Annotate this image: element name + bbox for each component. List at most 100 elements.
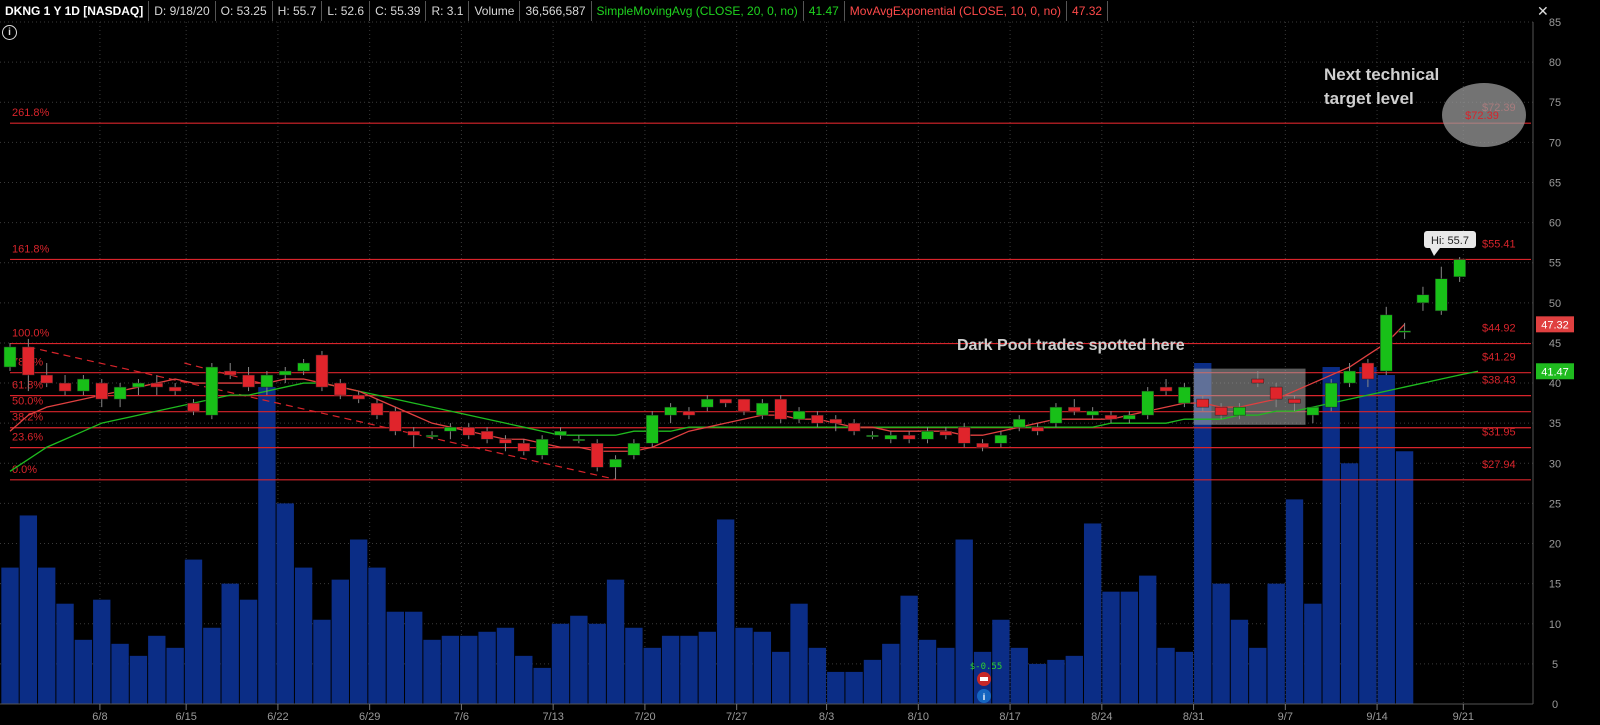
candle-body: [3, 346, 17, 368]
candle-body: [297, 362, 310, 372]
sma-label[interactable]: SimpleMovingAvg (CLOSE, 20, 0, no): [592, 1, 804, 21]
fib-price-label: $31.95: [1482, 427, 1516, 439]
candle-body: [407, 430, 420, 436]
candle-body: [223, 370, 237, 376]
volume-bar: [588, 623, 606, 704]
volume-bar: [1249, 647, 1267, 704]
candle-body: [1398, 330, 1411, 333]
event-markers[interactable]: $-0.55 i: [970, 662, 1003, 703]
event-label: $-0.55: [970, 662, 1003, 672]
candle-body: [976, 442, 989, 448]
open-value: O: 53.25: [216, 1, 273, 21]
fib-label: 38.2%: [12, 412, 43, 424]
volume-bar: [735, 627, 753, 704]
volume-bar: [515, 655, 533, 704]
volume-bar: [331, 579, 349, 704]
candle-body: [389, 410, 402, 432]
x-tick-label: 8/31: [1183, 711, 1204, 723]
x-tick-label: 8/10: [908, 711, 929, 723]
candle-body: [1049, 406, 1063, 424]
volume-bar: [148, 635, 166, 704]
candle-body: [957, 426, 971, 444]
x-tick-label: 9/14: [1366, 711, 1387, 723]
x-tick-label: 8/17: [999, 711, 1020, 723]
candle-body: [866, 434, 879, 437]
candle-body: [609, 459, 622, 468]
volume-bar: [184, 559, 203, 704]
y-tick-label: 25: [1549, 498, 1561, 510]
dark-pool-box: [1193, 368, 1306, 425]
volume-bar: [1028, 663, 1047, 704]
y-tick-label: 40: [1549, 378, 1561, 390]
candle-body: [535, 438, 549, 456]
volume-bar: [478, 631, 496, 704]
candle-body: [242, 374, 255, 388]
volume-bar: [1, 567, 19, 704]
candle-body: [444, 426, 457, 432]
volume-bars: [1, 363, 1414, 704]
volume-bar: [38, 567, 56, 704]
y-tick-label: 0: [1552, 699, 1558, 711]
volume-bar: [460, 635, 478, 704]
y-tick-label: 85: [1549, 17, 1561, 29]
fib-price-label: $55.41: [1482, 238, 1516, 250]
candle-body: [77, 378, 90, 392]
x-tick-label: 8/3: [819, 711, 834, 723]
volume-bar: [753, 631, 772, 704]
candle-body: [554, 430, 567, 436]
candle-body: [1233, 406, 1246, 416]
symbol-label[interactable]: DKNG 1 Y 1D [NASDAQ]: [0, 1, 150, 21]
volume-bar: [203, 627, 221, 704]
volume-bar: [827, 671, 845, 704]
candle-body: [627, 442, 641, 456]
volume-bar: [111, 643, 129, 704]
range-value: R: 3.1: [426, 1, 470, 21]
candle-body: [113, 386, 127, 400]
volume-bar: [1359, 367, 1377, 704]
volume-bar: [56, 603, 74, 704]
date-value: D: 9/18/20: [149, 1, 216, 21]
candle-body: [168, 386, 182, 392]
volume-bar: [294, 567, 313, 704]
candle-body: [737, 398, 751, 412]
candle-body: [1343, 370, 1356, 384]
volume-bar: [1395, 451, 1414, 704]
y-tick-label: 5: [1552, 659, 1558, 671]
volume-bar: [239, 599, 258, 704]
candle-body: [572, 438, 586, 441]
candle-body: [774, 398, 787, 420]
volume-bar: [1083, 523, 1102, 704]
candle-body: [279, 370, 292, 376]
ema-label[interactable]: MovAvgExponential (CLOSE, 10, 0, no): [845, 1, 1068, 21]
price-tag-label: 41.47: [1541, 366, 1569, 378]
high-value: H: 55.7: [273, 1, 323, 21]
volume-label[interactable]: Volume: [469, 1, 521, 21]
volume-bar: [643, 647, 661, 704]
y-tick-label: 30: [1549, 458, 1561, 470]
volume-bar: [441, 635, 460, 704]
candle-body: [1141, 390, 1154, 416]
candle-body: [1288, 398, 1301, 404]
volume-bar: [276, 503, 294, 704]
y-tick-label: 50: [1549, 298, 1561, 310]
volume-bar: [1212, 583, 1230, 704]
volume-bar: [680, 635, 698, 704]
info-icon[interactable]: i: [2, 25, 17, 40]
volume-bar: [1285, 499, 1304, 704]
close-x-icon[interactable]: ✕: [1537, 3, 1549, 19]
candle-body: [1380, 314, 1393, 372]
candle-body: [847, 422, 861, 432]
volume-bar: [19, 515, 38, 704]
x-tick-label: 7/20: [634, 711, 655, 723]
fib-label: 0.0%: [12, 464, 37, 476]
volume-bar: [166, 647, 184, 704]
fib-label: 161.8%: [12, 243, 50, 255]
candle-body: [370, 402, 384, 416]
candle-body: [334, 382, 347, 396]
event-icon: [977, 689, 991, 703]
low-value: L: 52.6: [322, 1, 371, 21]
y-tick-label: 35: [1549, 418, 1561, 430]
candle-body: [187, 402, 200, 412]
y-tick-label: 45: [1549, 338, 1561, 350]
